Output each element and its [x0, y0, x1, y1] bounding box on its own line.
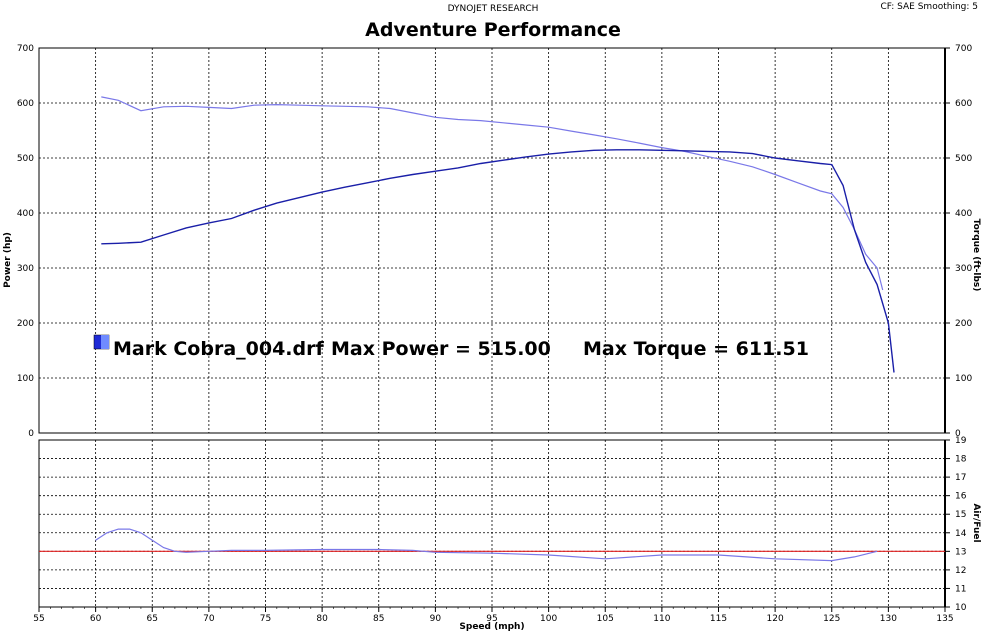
airfuel-tick-label: 18: [955, 455, 967, 465]
power-line: [101, 149, 895, 373]
airfuel-tick-label: 10: [955, 603, 967, 613]
x-tick-label: 80: [316, 614, 328, 624]
x-tick-label: 125: [823, 614, 840, 624]
y-axis-label-left: Power (hp): [3, 232, 13, 288]
x-axis-ticks: 55 60 65 70 75 80 85 90 95 100 105 110 115 120 125 130 1…: [33, 607, 954, 624]
airfuel-line: [95, 528, 878, 562]
y-axis-label-right: Torque (ft-lbs): [971, 219, 981, 292]
top-series-group: [101, 96, 895, 373]
x-tick-label: 70: [203, 614, 215, 624]
airfuel-tick-label: 14: [955, 529, 967, 539]
x-tick-label: 105: [597, 614, 614, 624]
airfuel-tick-label: 15: [955, 510, 966, 520]
x-tick-label: 120: [767, 614, 784, 624]
airfuel-tick-label: 13: [955, 547, 966, 557]
x-tick-label: 90: [430, 614, 442, 624]
top-gridlines: [39, 48, 945, 433]
y-tick-label-right: 100: [955, 374, 972, 384]
chart-title: Adventure Performance: [365, 19, 621, 41]
y-tick-label-left: 400: [17, 209, 34, 219]
x-tick-label: 85: [373, 614, 384, 624]
y-tick-label-right: 600: [955, 99, 972, 109]
settings-label: CF: SAE Smoothing: 5: [880, 2, 978, 12]
x-tick-label: 115: [710, 614, 727, 624]
x-tick-label: 135: [936, 614, 953, 624]
y-tick-label-left: 0: [28, 429, 34, 439]
bottom-y-ticks: 10 11 12 13 14 15 16 17 18 19: [945, 436, 967, 613]
y-tick-label-right: 200: [955, 319, 972, 329]
x-axis-label: Speed (mph): [459, 622, 524, 632]
airfuel-tick-label: 19: [955, 436, 967, 446]
top-y-ticks: 0 0 100 100 200 200 300 300 400 400 500 500 600 600 70…: [17, 44, 973, 439]
torque-line: [101, 96, 884, 291]
y-tick-label-right: 700: [955, 44, 972, 54]
legend-max-power: Max Power = 515.00: [331, 338, 551, 360]
x-tick-label: 110: [653, 614, 670, 624]
airfuel-tick-label: 12: [955, 566, 966, 576]
x-tick-label: 95: [486, 614, 497, 624]
y-tick-label-left: 500: [17, 154, 34, 164]
y-tick-label-left: 200: [17, 319, 34, 329]
legend-swatch-highlight: [101, 335, 109, 349]
y-tick-label-right: 500: [955, 154, 972, 164]
y-tick-label-left: 700: [17, 44, 34, 54]
bottom-series-group: [39, 528, 945, 562]
y-tick-label-left: 100: [17, 374, 34, 384]
legend-max-torque: Max Torque = 611.51: [583, 338, 809, 360]
airfuel-axis-label: Air/Fuel: [971, 503, 981, 542]
airfuel-tick-label: 16: [955, 492, 967, 502]
y-tick-label-right: 0: [955, 429, 961, 439]
y-tick-label-right: 400: [955, 209, 972, 219]
x-tick-label: 75: [260, 614, 271, 624]
y-tick-label-right: 300: [955, 264, 972, 274]
x-tick-label: 130: [880, 614, 897, 624]
x-tick-label: 60: [90, 614, 102, 624]
y-tick-label-left: 300: [17, 264, 34, 274]
x-tick-label: 100: [540, 614, 557, 624]
legend-file: Mark Cobra_004.drf: [113, 338, 324, 360]
source-label: DYNOJET RESEARCH: [448, 4, 539, 14]
x-tick-label: 65: [147, 614, 158, 624]
x-tick-label: 55: [33, 614, 44, 624]
airfuel-tick-label: 17: [955, 473, 966, 483]
airfuel-tick-label: 11: [955, 584, 966, 594]
y-tick-label-left: 600: [17, 99, 34, 109]
